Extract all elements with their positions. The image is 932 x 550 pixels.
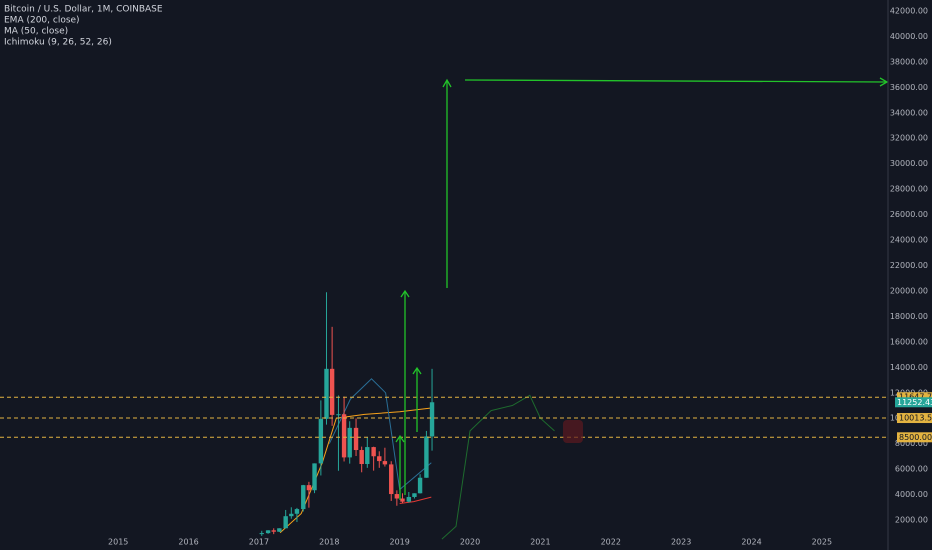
price-label: 10013.52 xyxy=(899,414,932,423)
legend-entry: MA (50, close) xyxy=(4,27,68,37)
y-tick-label: 2000.00 xyxy=(895,516,928,525)
candle-body xyxy=(429,402,435,437)
candle-body xyxy=(301,485,306,510)
arrow-head xyxy=(879,77,889,87)
y-tick-label: 16000.00 xyxy=(890,337,928,346)
arrow-head xyxy=(400,289,410,298)
y-tick-label: 20000.00 xyxy=(890,286,928,295)
candle-body xyxy=(365,447,370,465)
candle-body xyxy=(271,530,276,532)
candle-body xyxy=(371,447,376,457)
candle-body xyxy=(406,496,412,502)
price-label-bg xyxy=(897,413,932,424)
axis-layer: 2015 2016 2017 2018 2019 2020 2021 2022 2023 2024… xyxy=(108,6,932,547)
x-tick-label: 2023 xyxy=(671,538,691,547)
candle-body xyxy=(289,513,294,517)
candle-body xyxy=(424,436,429,478)
price-label: 8500.00 xyxy=(899,433,932,442)
y-tick-label: 26000.00 xyxy=(890,210,928,219)
x-tick-label: 2018 xyxy=(319,538,339,547)
y-tick-label: 28000.00 xyxy=(890,185,928,194)
y-tick-label: 42000.00 xyxy=(890,6,928,15)
y-tick-label: 22000.00 xyxy=(890,261,928,270)
candle-body xyxy=(312,463,317,491)
x-tick-label: 2024 xyxy=(741,538,761,547)
x-tick-label: 2020 xyxy=(460,538,480,547)
y-tick-label: 34000.00 xyxy=(890,108,928,117)
arrow-head xyxy=(412,366,422,375)
candle-body xyxy=(306,485,312,491)
indicator-line xyxy=(441,394,555,540)
candle-body xyxy=(382,461,388,465)
x-tick-label: 2017 xyxy=(249,538,269,547)
drawings xyxy=(395,77,889,500)
indicator-line xyxy=(328,378,432,491)
candle-body xyxy=(341,414,347,458)
y-tick-label: 30000.00 xyxy=(890,159,928,168)
cloud-shade xyxy=(563,420,583,443)
arrow xyxy=(464,79,887,83)
arrow-head xyxy=(395,434,405,443)
candle-body xyxy=(347,427,352,458)
candle-body xyxy=(412,493,417,497)
candle-body xyxy=(400,498,405,502)
y-tick-label: 40000.00 xyxy=(890,32,928,41)
y-tick-label: 38000.00 xyxy=(890,57,928,66)
legend-title: Bitcoin / U.S. Dollar, 1M, COINBASE xyxy=(4,5,163,15)
y-tick-label: 24000.00 xyxy=(890,236,928,245)
y-tick-label: 32000.00 xyxy=(890,134,928,143)
price-label: 11647.71 xyxy=(899,393,932,402)
x-tick-label: 2025 xyxy=(812,538,832,547)
y-tick-label: 6000.00 xyxy=(895,465,928,474)
candle-body xyxy=(336,414,341,416)
legend-entry: Ichimoku (9, 26, 52, 26) xyxy=(4,38,112,48)
y-tick-label: 4000.00 xyxy=(895,490,928,499)
y-tick-label: 14000.00 xyxy=(890,363,928,372)
x-tick-label: 2022 xyxy=(601,538,621,547)
candle-body xyxy=(265,530,271,534)
legend-entry: EMA (200, close) xyxy=(4,16,80,26)
candle-body xyxy=(324,368,329,419)
arrow-head xyxy=(442,78,452,88)
candle-body xyxy=(294,509,300,514)
y-tick-label: 18000.00 xyxy=(890,312,928,321)
last-price-bg xyxy=(895,397,932,408)
candle-body xyxy=(377,456,382,462)
x-tick-label: 2016 xyxy=(178,538,198,547)
candle-body xyxy=(283,516,288,529)
price-label-bg xyxy=(897,432,932,443)
candle-body xyxy=(277,528,282,532)
price-label-bg xyxy=(897,392,932,403)
candle-body xyxy=(259,533,264,535)
candle-body xyxy=(389,464,394,495)
y-tick-label: 36000.00 xyxy=(890,83,928,92)
price-axis xyxy=(888,0,932,550)
plot-area xyxy=(0,292,888,540)
candle-body xyxy=(417,477,423,494)
x-tick-label: 2015 xyxy=(108,538,128,547)
x-tick-label: 2019 xyxy=(389,538,409,547)
last-price-label: 11252.43 xyxy=(897,398,932,407)
candle-body xyxy=(353,427,359,451)
candle-body xyxy=(318,418,324,464)
x-tick-label: 2021 xyxy=(530,538,550,547)
candle-body xyxy=(329,368,335,415)
indicator-line xyxy=(399,496,432,504)
y-tick-label: 8000.00 xyxy=(895,439,928,448)
candle-body xyxy=(394,494,400,499)
candle-body xyxy=(359,450,364,465)
